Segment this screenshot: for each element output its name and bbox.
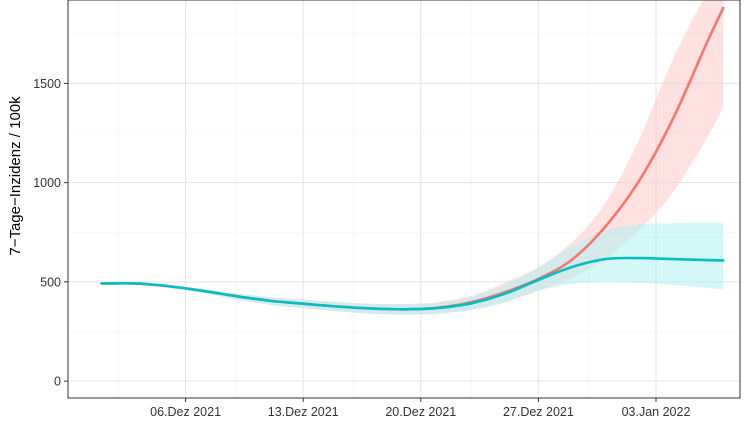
y-tick-label: 500 [40, 275, 61, 289]
y-axis-title: 7−Tage−Inzidenz / 100k [7, 96, 24, 256]
y-tick-label: 1000 [33, 176, 61, 190]
x-axis: 06.Dez 2021 13.Dez 2021 20.Dez 2021 27.Dez … [150, 398, 690, 419]
confidence-band-2 [101, 222, 724, 315]
y-tick-label: 1500 [33, 77, 61, 91]
series-lines [100, 6, 725, 311]
panel-border [67, 0, 741, 399]
confidence-bands [101, 0, 724, 315]
series-line-2 [100, 256, 725, 311]
y-tick-label: 0 [54, 375, 61, 389]
y-axis: 0 500 1000 1500 [33, 77, 68, 389]
x-tick-label: 06.Dez 2021 [150, 405, 221, 419]
x-tick-label: 27.Dez 2021 [503, 405, 574, 419]
x-tick-label: 20.Dez 2021 [385, 405, 456, 419]
x-tick-label: 13.Dez 2021 [268, 405, 339, 419]
x-tick-label: 03.Jan 2022 [622, 405, 691, 419]
